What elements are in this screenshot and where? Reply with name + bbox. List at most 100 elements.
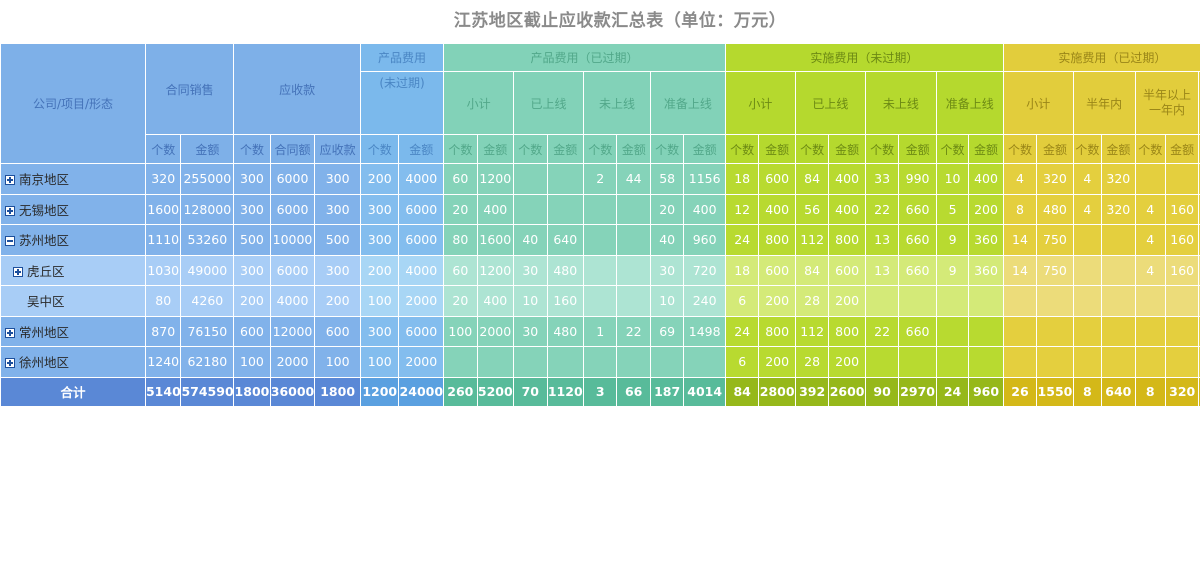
data-cell bbox=[616, 193, 651, 225]
data-cell bbox=[968, 346, 1004, 378]
table-row[interactable]: 虎丘区 1030 49000 300 6000 300 200 4000 60 1200 30 480… bbox=[0, 254, 1200, 286]
subheader-amount: 金额 bbox=[898, 134, 937, 164]
data-cell: 660 bbox=[898, 315, 937, 347]
header-pf-subtotal: 小计 bbox=[443, 71, 515, 135]
data-cell: 720 bbox=[683, 254, 726, 286]
table-row[interactable]: 苏州地区 1110 53260 500 10000 500 300 6000 80 1600 40 6… bbox=[0, 224, 1200, 256]
row-name-cell[interactable]: 虎丘区 bbox=[0, 254, 146, 286]
data-cell bbox=[935, 285, 970, 317]
data-cell bbox=[1101, 254, 1136, 286]
data-cell: 300 bbox=[314, 254, 361, 286]
data-cell bbox=[898, 285, 937, 317]
data-cell: 60 bbox=[443, 163, 478, 195]
data-cell: 30 bbox=[513, 254, 548, 286]
header-product-fee-expired: 产品费用（已过期） bbox=[443, 43, 726, 72]
data-cell bbox=[1134, 285, 1166, 317]
data-cell: 1600 bbox=[476, 224, 515, 256]
total-cell: 2970 bbox=[898, 376, 937, 407]
data-cell: 200 bbox=[314, 285, 361, 317]
data-cell: 240 bbox=[683, 285, 726, 317]
data-cell: 13 bbox=[864, 254, 900, 286]
data-cell bbox=[1036, 285, 1074, 317]
table-row[interactable]: 南京地区 320 255000 300 6000 300 200 4000 60 1200 2 44 5… bbox=[0, 163, 1200, 195]
subheader-amount: 金额 bbox=[1101, 134, 1136, 164]
data-cell bbox=[1002, 346, 1038, 378]
header-impl-fee-expired: 实施费用（已过期） bbox=[1002, 43, 1200, 72]
data-cell: 24 bbox=[724, 224, 760, 256]
expand-icon[interactable] bbox=[5, 327, 15, 338]
data-cell bbox=[1002, 285, 1038, 317]
collapse-icon[interactable] bbox=[5, 236, 15, 247]
header-if-subtotal: 小计 bbox=[724, 71, 796, 135]
data-cell bbox=[898, 346, 937, 378]
data-cell: 160 bbox=[546, 285, 585, 317]
total-cell: 187 bbox=[649, 376, 685, 407]
row-name-cell[interactable]: 苏州地区 bbox=[0, 224, 146, 256]
data-cell bbox=[1002, 315, 1038, 347]
data-cell bbox=[513, 346, 548, 378]
data-cell: 20 bbox=[649, 193, 685, 225]
data-cell: 400 bbox=[828, 163, 866, 195]
data-cell: 400 bbox=[758, 193, 796, 225]
row-name-cell[interactable]: 常州地区 bbox=[0, 315, 146, 347]
table-row[interactable]: 徐州地区 1240 62180 100 2000 100 100 2000 6 200 28 200 bbox=[0, 346, 1200, 378]
data-cell: 400 bbox=[828, 193, 866, 225]
total-cell: 640 bbox=[1101, 376, 1136, 407]
row-name-cell[interactable]: 徐州地区 bbox=[0, 346, 146, 378]
row-label: 虎丘区 bbox=[27, 263, 65, 279]
header-if-not-online: 未上线 bbox=[864, 71, 937, 135]
data-cell: 30 bbox=[513, 315, 548, 347]
data-cell: 53260 bbox=[180, 224, 235, 256]
data-cell: 300 bbox=[359, 193, 400, 225]
total-cell: 8 bbox=[1134, 376, 1166, 407]
data-cell: 500 bbox=[314, 224, 361, 256]
row-label: 南京地区 bbox=[19, 172, 70, 188]
data-cell bbox=[583, 224, 618, 256]
data-cell bbox=[935, 315, 970, 347]
subheader-count: 个数 bbox=[583, 134, 618, 164]
expand-icon[interactable] bbox=[5, 205, 15, 216]
data-cell: 320 bbox=[1101, 193, 1136, 225]
row-name-cell[interactable]: 南京地区 bbox=[0, 163, 146, 195]
row-name-cell[interactable]: 无锡地区 bbox=[0, 193, 146, 225]
data-cell bbox=[583, 193, 618, 225]
data-cell: 2000 bbox=[398, 346, 445, 378]
data-cell: 28 bbox=[794, 285, 830, 317]
data-cell: 2000 bbox=[269, 346, 316, 378]
data-cell: 480 bbox=[546, 254, 585, 286]
data-cell: 6000 bbox=[398, 193, 445, 225]
total-cell: 1120 bbox=[546, 376, 585, 407]
data-cell: 500 bbox=[233, 224, 271, 256]
data-cell bbox=[1164, 346, 1200, 378]
data-cell: 4000 bbox=[398, 254, 445, 286]
data-cell: 960 bbox=[683, 224, 726, 256]
data-cell bbox=[616, 254, 651, 286]
data-cell bbox=[1101, 346, 1136, 378]
row-name-cell[interactable]: 吴中区 bbox=[0, 285, 146, 317]
data-cell: 9 bbox=[935, 254, 970, 286]
data-cell: 360 bbox=[968, 254, 1004, 286]
data-cell: 160 bbox=[1164, 193, 1200, 225]
header-contract-sales: 合同销售 bbox=[144, 43, 235, 135]
data-cell: 200 bbox=[359, 254, 400, 286]
data-cell: 1200 bbox=[476, 163, 515, 195]
data-cell: 12000 bbox=[269, 315, 316, 347]
data-cell bbox=[1072, 346, 1103, 378]
expand-icon[interactable] bbox=[13, 266, 23, 277]
data-cell: 13 bbox=[864, 224, 900, 256]
header-product-fee: 产品费用 bbox=[359, 43, 445, 72]
data-cell: 6 bbox=[724, 346, 760, 378]
table-row[interactable]: 吴中区 80 4260 200 4000 200 100 2000 20 400 10 160 10 24… bbox=[0, 285, 1200, 317]
data-cell: 660 bbox=[898, 254, 937, 286]
row-label: 吴中区 bbox=[27, 294, 65, 310]
expand-icon[interactable] bbox=[5, 175, 15, 186]
data-cell: 2000 bbox=[398, 285, 445, 317]
header-ife-half-to-year: 半年以上 一年内 bbox=[1134, 71, 1200, 135]
expand-icon[interactable] bbox=[5, 358, 15, 369]
table-row[interactable]: 无锡地区 1600 128000 300 6000 300 300 6000 20 400 20 40… bbox=[0, 193, 1200, 225]
data-cell: 60 bbox=[443, 254, 478, 286]
header-if-prep-online: 准备上线 bbox=[935, 71, 1004, 135]
data-cell: 300 bbox=[233, 163, 271, 195]
table-row[interactable]: 常州地区 870 76150 600 12000 600 300 6000 100 2000 30 4… bbox=[0, 315, 1200, 347]
data-cell: 6 bbox=[724, 285, 760, 317]
